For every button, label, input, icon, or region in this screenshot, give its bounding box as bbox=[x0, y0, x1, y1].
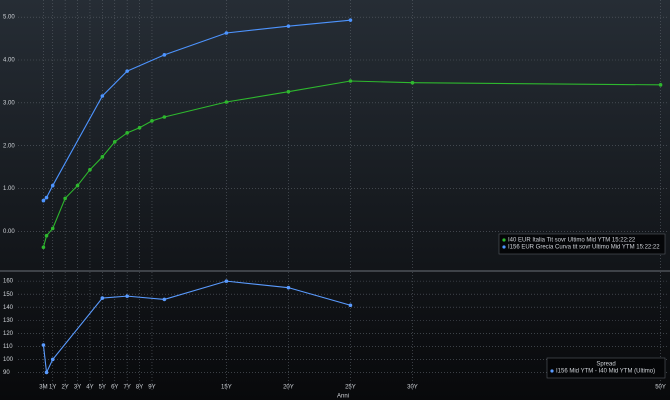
x-tick-label: 4Y bbox=[86, 385, 93, 391]
data-point bbox=[75, 183, 80, 188]
y-tick-label: 100 bbox=[3, 357, 14, 363]
x-tick-label: 30Y bbox=[407, 385, 418, 391]
x-tick-label: 6Y bbox=[111, 385, 118, 391]
data-point bbox=[658, 83, 663, 87]
data-point bbox=[348, 303, 353, 308]
data-point bbox=[348, 79, 353, 83]
data-point bbox=[224, 100, 229, 104]
y-tick-label: 5.00 bbox=[3, 15, 15, 21]
data-point bbox=[150, 119, 154, 123]
x-tick-label: 50Y bbox=[655, 385, 666, 391]
legend-swatch bbox=[550, 369, 554, 373]
x-tick-label: 8Y bbox=[136, 385, 143, 391]
data-point bbox=[44, 370, 49, 375]
data-point bbox=[162, 53, 167, 57]
y-tick-label: 160 bbox=[3, 279, 14, 285]
x-tick-label: 2Y bbox=[61, 385, 68, 391]
data-point bbox=[286, 285, 291, 290]
data-point bbox=[63, 196, 67, 201]
y-tick-label: 0.00 bbox=[3, 229, 15, 235]
data-point bbox=[44, 195, 49, 200]
data-point bbox=[162, 297, 167, 302]
data-point bbox=[100, 296, 105, 300]
data-point bbox=[125, 294, 129, 298]
legend-box bbox=[498, 233, 666, 255]
y-tick-label: 2.00 bbox=[3, 143, 15, 149]
y-tick-label: 110 bbox=[3, 344, 13, 350]
data-point bbox=[50, 226, 55, 231]
x-tick-label: 7Y bbox=[123, 385, 130, 391]
data-point bbox=[41, 343, 46, 347]
y-tick-label: 90 bbox=[3, 370, 10, 376]
data-point bbox=[137, 125, 142, 130]
data-point bbox=[88, 167, 92, 172]
y-tick-label: 140 bbox=[3, 305, 14, 311]
x-tick-label: 15Y bbox=[221, 385, 232, 391]
x-tick-label: 25Y bbox=[345, 385, 356, 391]
data-point bbox=[41, 245, 46, 250]
x-tick-label: 3M bbox=[39, 385, 47, 391]
legend-swatch bbox=[502, 245, 506, 249]
x-tick-label: 1Y bbox=[49, 385, 56, 391]
y-tick-label: 130 bbox=[3, 318, 14, 324]
y-tick-label: 150 bbox=[3, 292, 14, 298]
data-point bbox=[410, 80, 415, 85]
data-point bbox=[348, 18, 353, 22]
data-point bbox=[286, 24, 291, 28]
x-tick-label: 20Y bbox=[283, 385, 294, 391]
x-axis-label: Anni bbox=[337, 394, 349, 400]
data-point bbox=[100, 155, 105, 159]
x-tick-label: 5Y bbox=[99, 385, 106, 391]
data-point bbox=[50, 357, 55, 362]
data-point bbox=[112, 140, 117, 144]
legend-label: I156 Mid YTM - I40 Mid YTM (Ultimo) bbox=[556, 369, 655, 375]
data-point bbox=[286, 89, 291, 94]
data-point bbox=[50, 183, 55, 188]
legend-title: Spread bbox=[596, 362, 615, 368]
legend-label: I156 EUR Grecia Curva tit sovr Ultimo Mi… bbox=[508, 245, 660, 251]
y-tick-label: 3.00 bbox=[3, 100, 15, 106]
y-tick-label: 4.00 bbox=[3, 58, 15, 64]
legend-label: I40 EUR Italia Tit sovr Ultimo Mid YTM 1… bbox=[508, 238, 636, 244]
data-point bbox=[125, 69, 129, 73]
data-point bbox=[41, 198, 46, 203]
x-tick-label: 9Y bbox=[148, 385, 155, 391]
legend-swatch bbox=[502, 238, 506, 242]
data-point bbox=[125, 131, 129, 135]
data-point bbox=[224, 279, 229, 283]
data-point bbox=[44, 233, 49, 238]
data-point bbox=[100, 94, 105, 98]
data-point bbox=[162, 115, 167, 119]
y-tick-label: 120 bbox=[3, 331, 14, 337]
x-tick-label: 3Y bbox=[74, 385, 81, 391]
data-point bbox=[224, 31, 229, 35]
legend-box bbox=[546, 357, 666, 379]
y-tick-label: 1.00 bbox=[3, 186, 15, 192]
